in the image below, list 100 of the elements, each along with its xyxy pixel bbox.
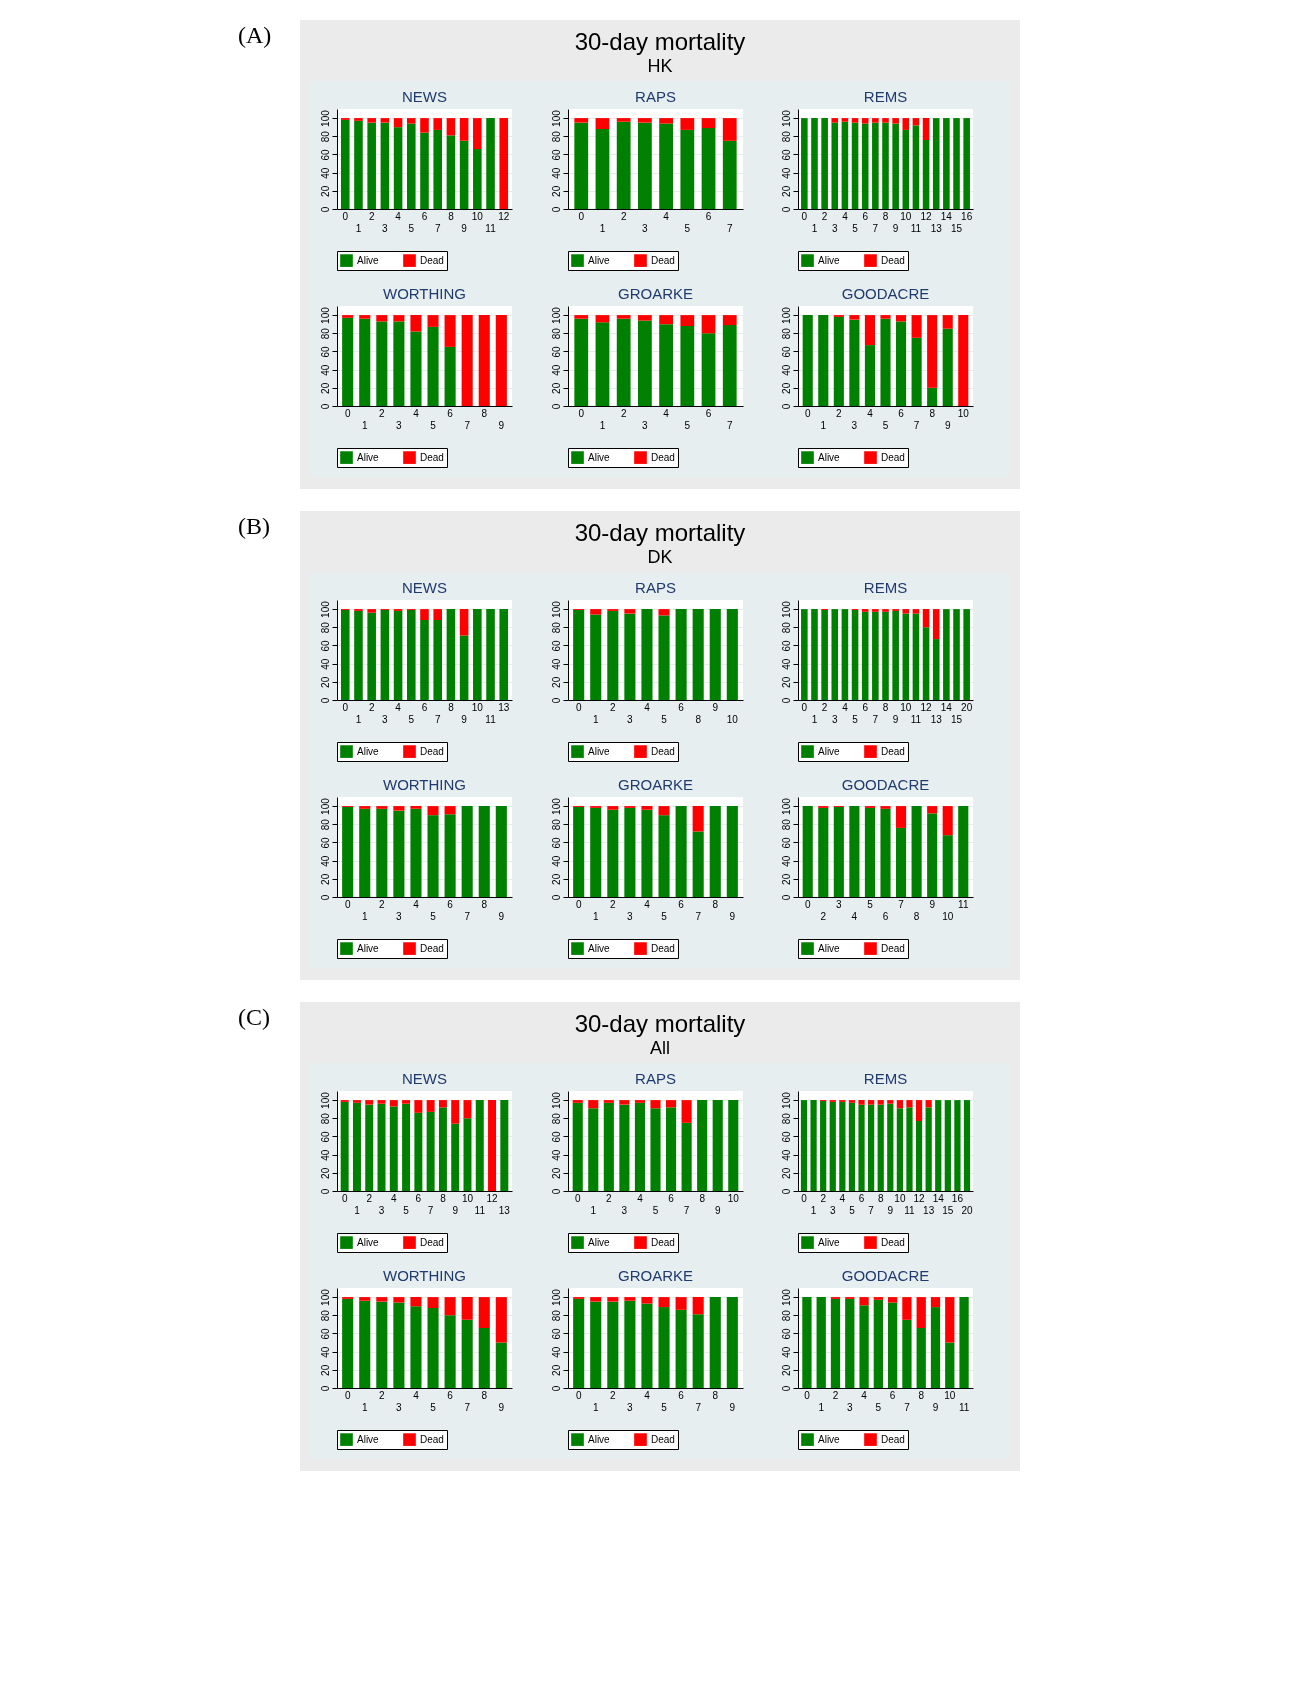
x-tick-label: 1 (590, 1204, 597, 1216)
x-tick-label: 10 (726, 713, 738, 725)
x-tick-label: 5 (849, 1204, 856, 1216)
y-tick-label: 60 (319, 345, 331, 358)
y-tick-label: 100 (780, 600, 792, 618)
x-tick-label: 1 (361, 1401, 368, 1413)
x-tick-label: 11 (474, 1204, 486, 1216)
x-tick-label: 3 (382, 713, 389, 725)
y-tick-label: 20 (780, 185, 792, 197)
x-tick-label: 3 (626, 910, 633, 922)
x-tick-label: 2 (609, 1389, 616, 1401)
chart-title: NEWS (402, 1070, 447, 1087)
y-tick-label: 100 (550, 1091, 562, 1109)
x-tick-label: 11 (904, 1204, 916, 1216)
y-tick-label: 80 (550, 130, 562, 143)
x-tick-label: 6 (677, 701, 684, 713)
legend-label: Alive (357, 745, 380, 757)
y-tick-label: 60 (550, 148, 562, 161)
x-tick-label: 5 (852, 222, 859, 234)
legend-label: Alive (357, 1236, 380, 1248)
y-tick-label: 100 (780, 1091, 792, 1109)
x-tick-label: 10 (900, 701, 913, 713)
x-tick-label: 1 (599, 222, 606, 234)
x-tick-label: 4 (413, 898, 420, 910)
chart-title: RAPS (634, 579, 676, 596)
y-tick-label: 40 (780, 658, 792, 670)
y-tick-label: 80 (319, 130, 331, 143)
x-tick-label: 4 (643, 701, 650, 713)
x-tick-label: 0 (801, 1192, 808, 1204)
legend-label: Alive (357, 451, 380, 463)
legend-label: Dead (420, 942, 444, 954)
x-tick-label: 7 (868, 1204, 875, 1216)
x-tick-label: 0 (805, 898, 812, 910)
x-tick-label: 4 (839, 1192, 846, 1204)
x-tick-label: 8 (883, 210, 890, 222)
x-tick-label: 7 (695, 910, 702, 922)
y-tick-label: 40 (319, 167, 331, 179)
x-tick-label: 4 (861, 1389, 868, 1401)
x-tick-label: 1 (361, 419, 368, 431)
legend-label: Dead (881, 745, 906, 757)
y-tick-label: 100 (780, 1288, 792, 1306)
x-tick-label: 0 (804, 1389, 811, 1401)
legend-label: Alive (587, 451, 610, 463)
x-tick-label: 8 (481, 1389, 488, 1401)
x-tick-label: 4 (851, 910, 858, 922)
x-tick-label: 1 (592, 910, 599, 922)
x-tick-label: 5 (430, 419, 437, 431)
legend-label: Dead (881, 254, 906, 266)
x-tick-label: 1 (812, 713, 819, 725)
x-tick-label: 0 (344, 407, 351, 419)
x-tick-label: 3 (396, 419, 403, 431)
x-tick-label: 8 (695, 713, 702, 725)
y-tick-label: 60 (319, 1327, 331, 1340)
x-tick-label: 0 (578, 210, 585, 222)
y-tick-label: 20 (550, 1364, 562, 1376)
x-tick-label: 1 (820, 419, 827, 431)
x-tick-label: 6 (705, 210, 712, 222)
legend-label: Alive (818, 1433, 841, 1445)
chart-title: GROARKE (617, 1267, 693, 1284)
x-tick-label: 5 (403, 1204, 410, 1216)
x-tick-label: 0 (575, 1389, 582, 1401)
x-tick-label: 7 (914, 419, 921, 431)
legend-label: Dead (650, 1433, 675, 1445)
x-tick-label: 0 (805, 407, 812, 419)
x-tick-label: 9 (887, 1204, 894, 1216)
x-tick-label: 16 (952, 1192, 964, 1204)
x-tick-label: 5 (883, 419, 890, 431)
chart-title: GROARKE (617, 285, 693, 302)
x-tick-label: 9 (498, 1401, 505, 1413)
y-tick-label: 40 (780, 1346, 792, 1358)
x-tick-label: 8 (878, 1192, 885, 1204)
y-tick-label: 40 (319, 658, 331, 670)
x-tick-label: 16 (961, 210, 973, 222)
x-tick-label: 7 (904, 1401, 911, 1413)
x-tick-label: 10 (942, 910, 955, 922)
x-tick-label: 6 (447, 407, 454, 419)
y-tick-label: 80 (319, 1309, 331, 1322)
x-tick-label: 12 (913, 1192, 926, 1204)
x-tick-label: 7 (427, 1204, 434, 1216)
x-tick-label: 14 (941, 210, 953, 222)
chart-title: WORTHING (382, 776, 467, 793)
legend-label: Dead (420, 1236, 444, 1248)
y-tick-label: 100 (780, 797, 792, 815)
chart-title: GOODACRE (842, 1267, 930, 1284)
x-tick-label: 5 (430, 1401, 437, 1413)
x-tick-label: 2 (822, 210, 829, 222)
x-tick-label: 13 (498, 1204, 511, 1216)
x-tick-label: 3 (641, 222, 648, 234)
x-tick-label: 0 (578, 407, 585, 419)
legend-label: Dead (881, 942, 906, 954)
x-tick-label: 5 (852, 713, 859, 725)
y-tick-label: 100 (319, 109, 331, 127)
y-tick-label: 80 (319, 621, 331, 634)
x-tick-label: 1 (355, 222, 362, 234)
x-tick-label: 10 (958, 407, 970, 419)
x-tick-label: 6 (677, 1389, 684, 1401)
x-tick-label: 12 (920, 701, 933, 713)
x-tick-label: 8 (481, 898, 488, 910)
y-tick-label: 40 (319, 1346, 331, 1358)
x-tick-label: 7 (872, 222, 879, 234)
